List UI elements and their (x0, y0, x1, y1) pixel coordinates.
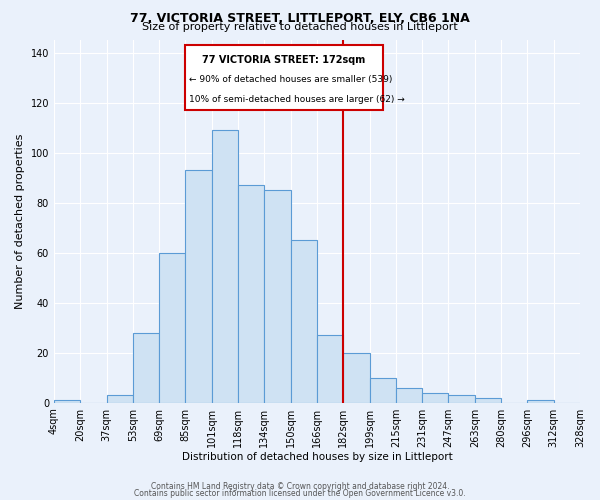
Text: 77, VICTORIA STREET, LITTLEPORT, ELY, CB6 1NA: 77, VICTORIA STREET, LITTLEPORT, ELY, CB… (130, 12, 470, 24)
Bar (422, 392, 448, 402)
Bar (212, 130, 238, 402)
Bar (159, 252, 185, 402)
Bar (265, 190, 290, 402)
Text: ← 90% of detached houses are smaller (539): ← 90% of detached houses are smaller (53… (190, 75, 393, 84)
Bar (370, 378, 396, 402)
X-axis label: Distribution of detached houses by size in Littleport: Distribution of detached houses by size … (182, 452, 452, 462)
Bar (448, 395, 475, 402)
Bar (238, 185, 265, 402)
Bar (107, 395, 133, 402)
Bar (54, 400, 80, 402)
Bar (396, 388, 422, 402)
Text: Contains public sector information licensed under the Open Government Licence v3: Contains public sector information licen… (134, 488, 466, 498)
Text: Contains HM Land Registry data © Crown copyright and database right 2024.: Contains HM Land Registry data © Crown c… (151, 482, 449, 491)
Bar (527, 400, 554, 402)
Y-axis label: Number of detached properties: Number of detached properties (15, 134, 25, 309)
Bar (317, 335, 343, 402)
Text: 10% of semi-detached houses are larger (62) →: 10% of semi-detached houses are larger (… (190, 95, 405, 104)
Bar (290, 240, 317, 402)
Text: 77 VICTORIA STREET: 172sqm: 77 VICTORIA STREET: 172sqm (202, 55, 366, 65)
Bar (343, 352, 370, 403)
FancyBboxPatch shape (185, 45, 383, 110)
Bar (475, 398, 501, 402)
Bar (133, 332, 159, 402)
Text: Size of property relative to detached houses in Littleport: Size of property relative to detached ho… (142, 22, 458, 32)
Bar (185, 170, 212, 402)
